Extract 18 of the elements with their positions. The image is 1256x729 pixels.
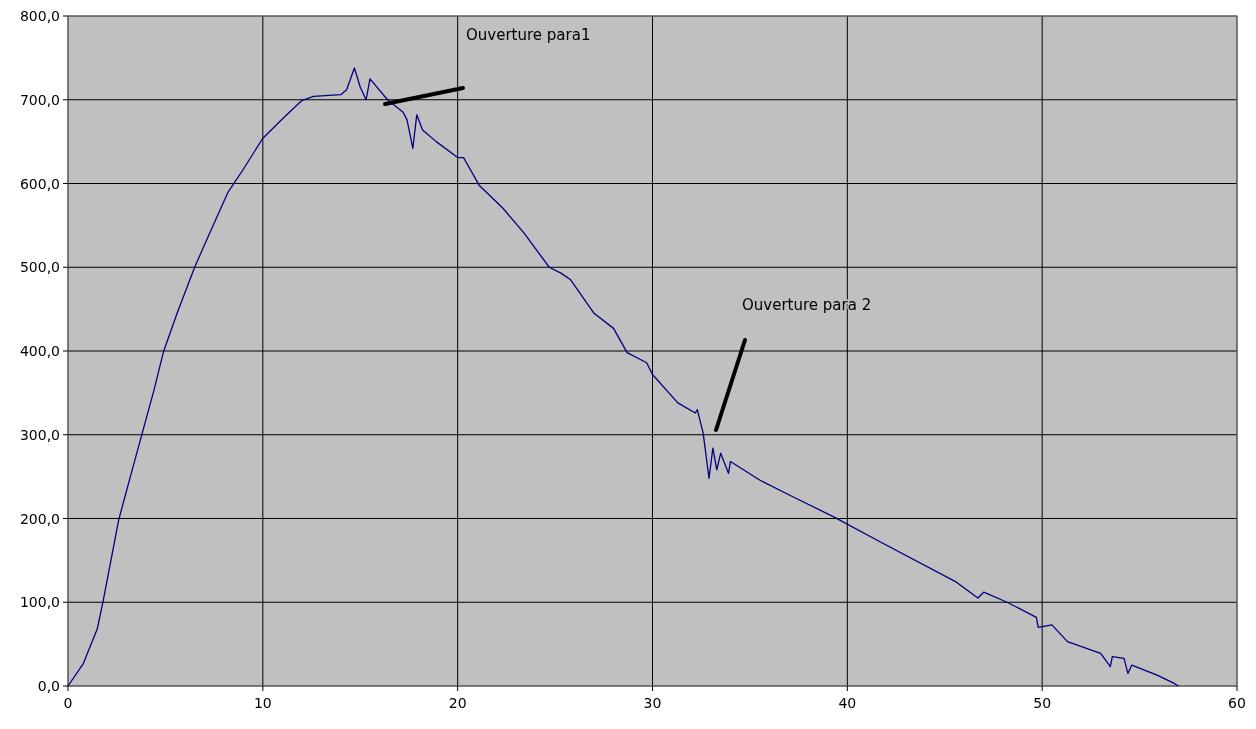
- y-tick-label: 400,0: [19, 343, 60, 359]
- y-tick-label: 600,0: [19, 175, 60, 192]
- x-tick-label: 60: [1228, 695, 1246, 711]
- x-tick-label: 30: [643, 695, 662, 711]
- line-series: [67, 67, 1180, 687]
- y-tick-label: 700,0: [19, 91, 60, 108]
- x-tick-label: 40: [838, 695, 857, 711]
- x-tick-label: 20: [448, 695, 467, 711]
- y-tick-label: 100,0: [19, 594, 60, 611]
- x-tick-label: 50: [1033, 695, 1052, 711]
- y-tick-label: 800,0: [19, 8, 60, 24]
- x-tick-label: 0: [63, 695, 73, 711]
- x-tick-label: 10: [253, 695, 272, 711]
- annotation: Ouverture para1: [466, 26, 591, 44]
- y-tick-label: 500,0: [19, 259, 60, 276]
- y-tick-label: 0,0: [37, 678, 60, 694]
- y-tick-label: 200,0: [19, 510, 60, 527]
- y-tick-label: 300,0: [19, 426, 60, 443]
